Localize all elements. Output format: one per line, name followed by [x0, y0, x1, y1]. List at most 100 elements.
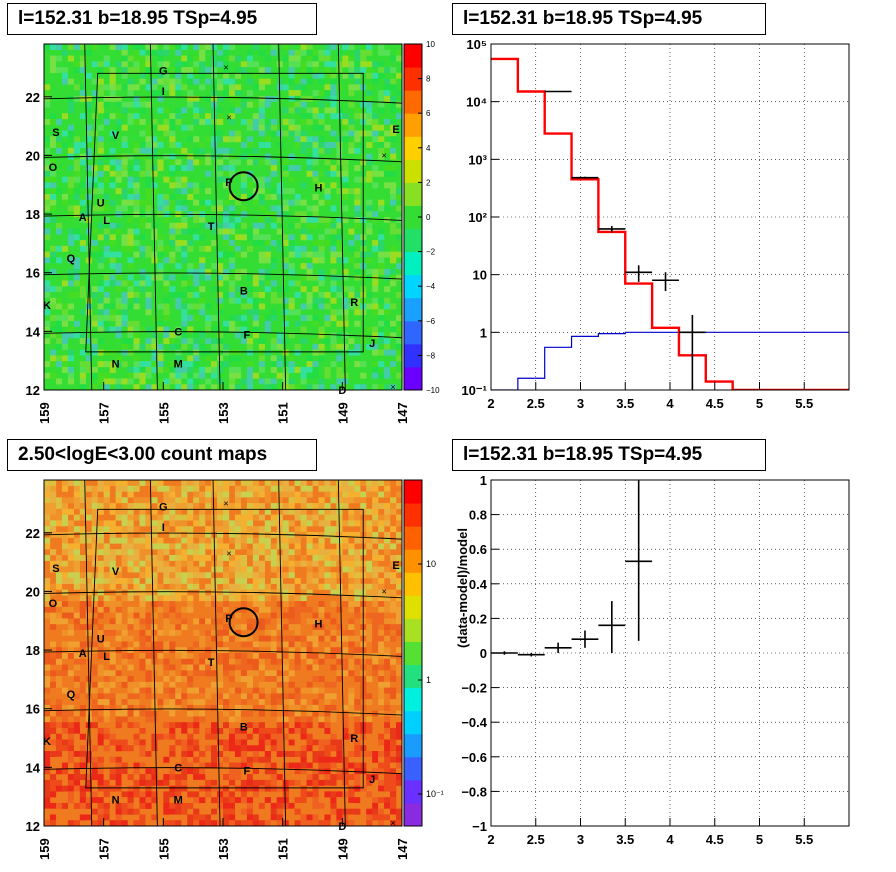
map-pixel — [378, 332, 385, 339]
map-pixel — [175, 188, 182, 195]
map-pixel — [336, 572, 343, 579]
map-pixel — [294, 165, 301, 172]
map-pixel — [330, 560, 337, 567]
map-pixel — [217, 84, 224, 91]
map-pixel — [85, 165, 92, 172]
map-pixel — [181, 554, 188, 561]
map-pixel — [163, 274, 170, 281]
map-pixel — [240, 595, 248, 602]
map-pixel — [270, 733, 277, 740]
map-pixel — [354, 722, 361, 729]
map-pixel — [55, 699, 63, 706]
map-pixel — [151, 629, 158, 636]
map-pixel — [193, 820, 200, 827]
map-pixel — [97, 733, 104, 740]
map-pixel — [234, 739, 242, 746]
map-pixel — [366, 107, 373, 114]
map-pixel — [390, 785, 397, 792]
map-pixel — [270, 118, 277, 125]
map-pixel — [312, 113, 319, 120]
map-pixel — [169, 670, 176, 677]
map-pixel — [151, 578, 158, 584]
colorbar-segment — [404, 44, 422, 68]
map-pixel — [109, 733, 116, 740]
map-pixel — [264, 595, 271, 602]
map-pixel — [384, 366, 391, 373]
map-pixel — [97, 188, 104, 195]
map-pixel — [223, 61, 230, 68]
map-pixel — [55, 745, 63, 752]
map-pixel — [264, 176, 271, 183]
map-pixel — [264, 67, 271, 74]
map-pixel — [187, 361, 194, 368]
map-pixel — [276, 693, 283, 700]
map-pixel — [288, 681, 295, 688]
map-pixel — [223, 589, 230, 596]
map-pixel — [282, 485, 289, 492]
map-pixel — [97, 653, 104, 659]
map-pixel — [145, 572, 152, 579]
map-pixel — [145, 480, 152, 486]
map-pixel — [211, 343, 218, 350]
map-pixel — [384, 647, 391, 654]
map-pixel — [169, 745, 176, 752]
map-pixel — [151, 589, 158, 596]
map-pixel — [49, 618, 57, 625]
map-pixel — [73, 624, 80, 631]
map-pixel — [264, 497, 271, 504]
map-pixel — [133, 361, 140, 368]
map-pixel — [246, 309, 254, 316]
map-pixel — [354, 779, 361, 786]
map-pixel — [44, 44, 51, 50]
map-pixel — [97, 802, 104, 809]
map-pixel — [318, 566, 325, 573]
map-pixel — [396, 595, 403, 602]
map-pixel — [378, 257, 385, 264]
map-pixel — [324, 549, 331, 556]
map-pixel — [199, 286, 206, 293]
map-pixel — [193, 687, 200, 694]
map-pixel — [217, 716, 224, 723]
map-pixel — [246, 520, 254, 527]
map-pixel — [157, 601, 164, 608]
map-pixel — [103, 578, 110, 584]
map-pixel — [55, 136, 63, 143]
map-pixel — [342, 543, 349, 550]
map-pixel — [228, 245, 236, 252]
map-pixel — [217, 641, 224, 648]
map-pixel — [97, 315, 104, 321]
map-pixel — [306, 687, 313, 694]
map-pixel — [294, 280, 301, 287]
map-pixel — [109, 768, 116, 775]
map-pixel — [103, 315, 110, 321]
map-pixel — [181, 205, 188, 212]
map-pixel — [342, 274, 349, 281]
map-pixel — [85, 624, 92, 631]
map-pixel — [55, 814, 63, 821]
map-pixel — [342, 72, 349, 79]
map-pixel — [312, 257, 319, 264]
map-pixel — [282, 320, 289, 327]
map-pixel — [384, 612, 391, 619]
map-pixel — [354, 612, 361, 619]
map-pixel — [330, 280, 337, 287]
map-pixel — [234, 514, 242, 521]
map-pixel — [79, 595, 86, 602]
map-pixel — [300, 497, 307, 504]
map-pixel — [372, 303, 379, 310]
map-pixel — [103, 234, 110, 241]
map-pixel — [181, 514, 188, 521]
map-pixel — [336, 774, 343, 781]
map-pixel — [282, 297, 289, 304]
map-pixel — [133, 332, 140, 339]
map-pixel — [175, 704, 182, 711]
map-pixel — [205, 303, 212, 310]
map-pixel — [211, 727, 218, 734]
map-pixel — [133, 67, 140, 74]
map-pixel — [109, 681, 116, 688]
map-pixel — [330, 297, 337, 304]
map-pixel — [181, 733, 188, 740]
map-pixel — [181, 309, 188, 316]
map-pixel — [282, 361, 289, 368]
map-pixel — [336, 635, 343, 642]
